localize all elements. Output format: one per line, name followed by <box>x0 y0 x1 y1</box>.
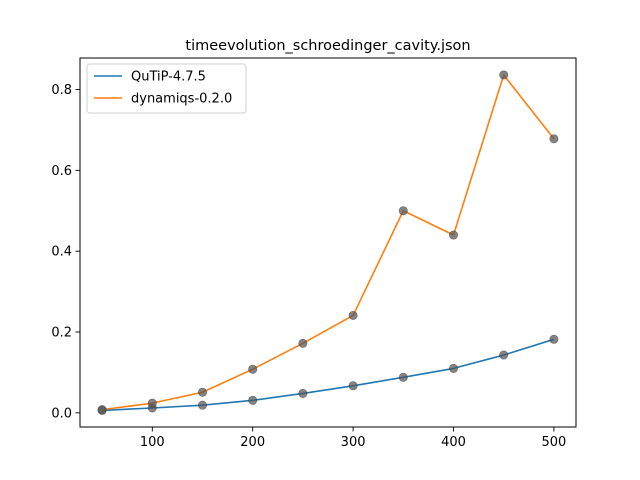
series-line-0 <box>102 338 555 412</box>
data-point-0-2 <box>197 400 207 410</box>
data-point-1-5 <box>348 310 358 320</box>
y-tick-label-1: 0.2 <box>51 326 72 341</box>
series-line-1 <box>101 74 555 411</box>
data-point-0-5 <box>348 381 358 391</box>
x-tick-label-3: 400 <box>441 435 466 450</box>
x-tick-label-0: 100 <box>140 435 165 450</box>
x-tick-label-4: 500 <box>541 435 566 450</box>
data-point-1-0 <box>97 405 107 415</box>
legend-label-0: QuTiP-4.7.5 <box>131 70 206 85</box>
x-tick-label-1: 200 <box>240 435 265 450</box>
data-point-0-3 <box>248 395 258 405</box>
data-point-0-7 <box>449 363 459 373</box>
data-point-0-8 <box>499 350 509 360</box>
legend: QuTiP-4.7.5 dynamiqs-0.2.0 <box>86 63 247 114</box>
chart-title: timeevolution_schroedinger_cavity.json <box>185 38 470 54</box>
data-point-1-1 <box>147 398 157 408</box>
data-point-1-7 <box>449 230 459 240</box>
data-point-1-6 <box>398 206 408 216</box>
legend-label-1: dynamiqs-0.2.0 <box>131 92 232 107</box>
data-point-1-4 <box>298 338 308 348</box>
data-point-1-3 <box>248 364 258 374</box>
data-point-1-2 <box>197 387 207 397</box>
data-point-0-6 <box>398 372 408 382</box>
plot-area <box>97 70 559 415</box>
y-tick-label-3: 0.6 <box>51 164 72 179</box>
y-tick-label-0: 0.0 <box>51 406 72 421</box>
x-tick-label-2: 300 <box>341 435 366 450</box>
y-tick-label-2: 0.4 <box>51 245 72 260</box>
data-point-1-9 <box>549 134 559 144</box>
legend-box <box>86 63 247 114</box>
y-axis: 0.0 0.2 0.4 0.6 0.8 <box>51 83 80 421</box>
axes-frame <box>79 57 577 428</box>
x-axis: 100 200 300 400 500 <box>140 427 566 450</box>
data-point-0-9 <box>549 334 559 344</box>
y-tick-label-4: 0.8 <box>51 83 72 98</box>
data-point-0-4 <box>298 388 308 398</box>
data-point-1-8 <box>499 70 509 80</box>
